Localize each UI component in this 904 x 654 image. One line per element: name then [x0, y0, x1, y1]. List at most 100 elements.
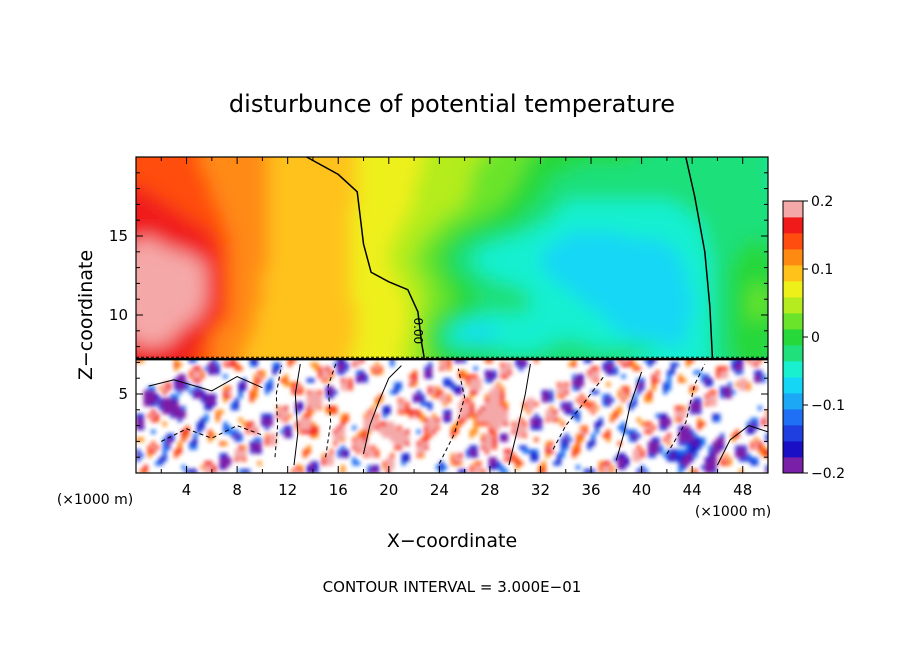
field-cell	[325, 275, 333, 283]
field-cell	[142, 351, 150, 358]
field-cell	[382, 300, 390, 308]
field-cell	[338, 319, 346, 327]
field-cell	[666, 193, 674, 201]
field-cell	[534, 338, 542, 346]
field-cell	[673, 300, 681, 308]
field-cell	[227, 358, 232, 363]
field-cell	[294, 326, 301, 333]
field-cell	[698, 212, 706, 220]
field-cell	[496, 275, 504, 283]
field-cell	[704, 193, 712, 201]
field-cell	[154, 401, 160, 407]
field-cell	[483, 231, 491, 239]
field-cell	[723, 205, 731, 213]
field-cell	[395, 237, 403, 245]
field-cell	[521, 161, 529, 169]
field-cell	[224, 193, 232, 201]
field-cell	[565, 250, 573, 258]
field-cell	[603, 161, 611, 169]
field-cell	[395, 187, 403, 194]
field-cell	[306, 205, 314, 213]
field-cell	[452, 136, 459, 143]
field-cell	[161, 180, 169, 188]
field-cell	[528, 149, 535, 156]
field-cell	[318, 405, 323, 411]
field-cell	[262, 307, 270, 315]
field-cell	[527, 250, 535, 258]
field-cell	[294, 157, 301, 163]
field-cell	[692, 157, 700, 163]
field-cell	[407, 161, 415, 169]
field-cell	[161, 237, 169, 245]
field-cell	[408, 143, 415, 150]
field-cell	[243, 307, 251, 315]
field-cell	[227, 362, 232, 367]
field-cell	[272, 370, 277, 375]
field-cell	[565, 243, 573, 251]
field-cell	[730, 199, 737, 207]
field-cell	[376, 262, 384, 270]
field-cell	[154, 294, 162, 302]
field-cell	[268, 262, 276, 270]
field-cell	[496, 168, 504, 175]
field-cell	[647, 231, 655, 239]
upper-field-cells	[136, 130, 794, 358]
field-cell	[167, 193, 175, 201]
field-cell	[329, 374, 334, 379]
field-cell	[420, 307, 428, 315]
field-cell	[314, 433, 319, 438]
field-cell	[338, 243, 346, 251]
field-cell	[186, 193, 194, 201]
field-cell	[211, 187, 219, 194]
field-cell	[685, 161, 693, 169]
field-cell	[367, 413, 372, 419]
field-cell	[325, 366, 330, 371]
field-cell	[730, 345, 737, 352]
field-cell	[610, 237, 617, 245]
field-cell	[242, 386, 247, 391]
field-cell	[717, 199, 725, 207]
field-cell	[181, 437, 186, 442]
field-cell	[243, 136, 250, 143]
field-cell	[215, 409, 220, 415]
field-cell	[433, 243, 440, 251]
field-cell	[673, 288, 681, 296]
field-cell	[211, 212, 219, 220]
field-cell	[357, 224, 365, 232]
field-cell	[363, 300, 371, 308]
field-cell	[704, 326, 712, 333]
field-cell	[148, 168, 156, 175]
field-cell	[477, 130, 484, 137]
field-cell	[426, 338, 434, 346]
field-cell	[344, 300, 352, 308]
field-cell	[186, 313, 194, 321]
field-cell	[331, 231, 339, 239]
field-cell	[465, 136, 472, 143]
field-cell	[679, 231, 687, 239]
field-cell	[559, 319, 567, 327]
field-cell	[253, 441, 258, 446]
field-cell	[142, 319, 150, 327]
field-cell	[565, 288, 573, 296]
field-cell	[433, 250, 440, 258]
field-cell	[698, 187, 706, 194]
field-cell	[730, 294, 737, 302]
field-cell	[371, 366, 376, 371]
field-cell	[553, 319, 561, 327]
field-cell	[306, 421, 311, 427]
field-cell	[458, 288, 466, 296]
field-cell	[224, 326, 232, 333]
field-cell	[167, 180, 175, 188]
field-cell	[647, 256, 655, 264]
field-cell	[325, 345, 333, 352]
field-cell	[787, 155, 794, 162]
field-cell	[340, 358, 346, 363]
field-cell	[295, 390, 300, 395]
field-cell	[180, 180, 188, 188]
field-cell	[527, 231, 535, 239]
field-cell	[199, 161, 207, 169]
field-cell	[287, 362, 292, 367]
field-cell	[287, 425, 292, 431]
field-cell	[515, 269, 523, 277]
field-cell	[439, 345, 447, 352]
